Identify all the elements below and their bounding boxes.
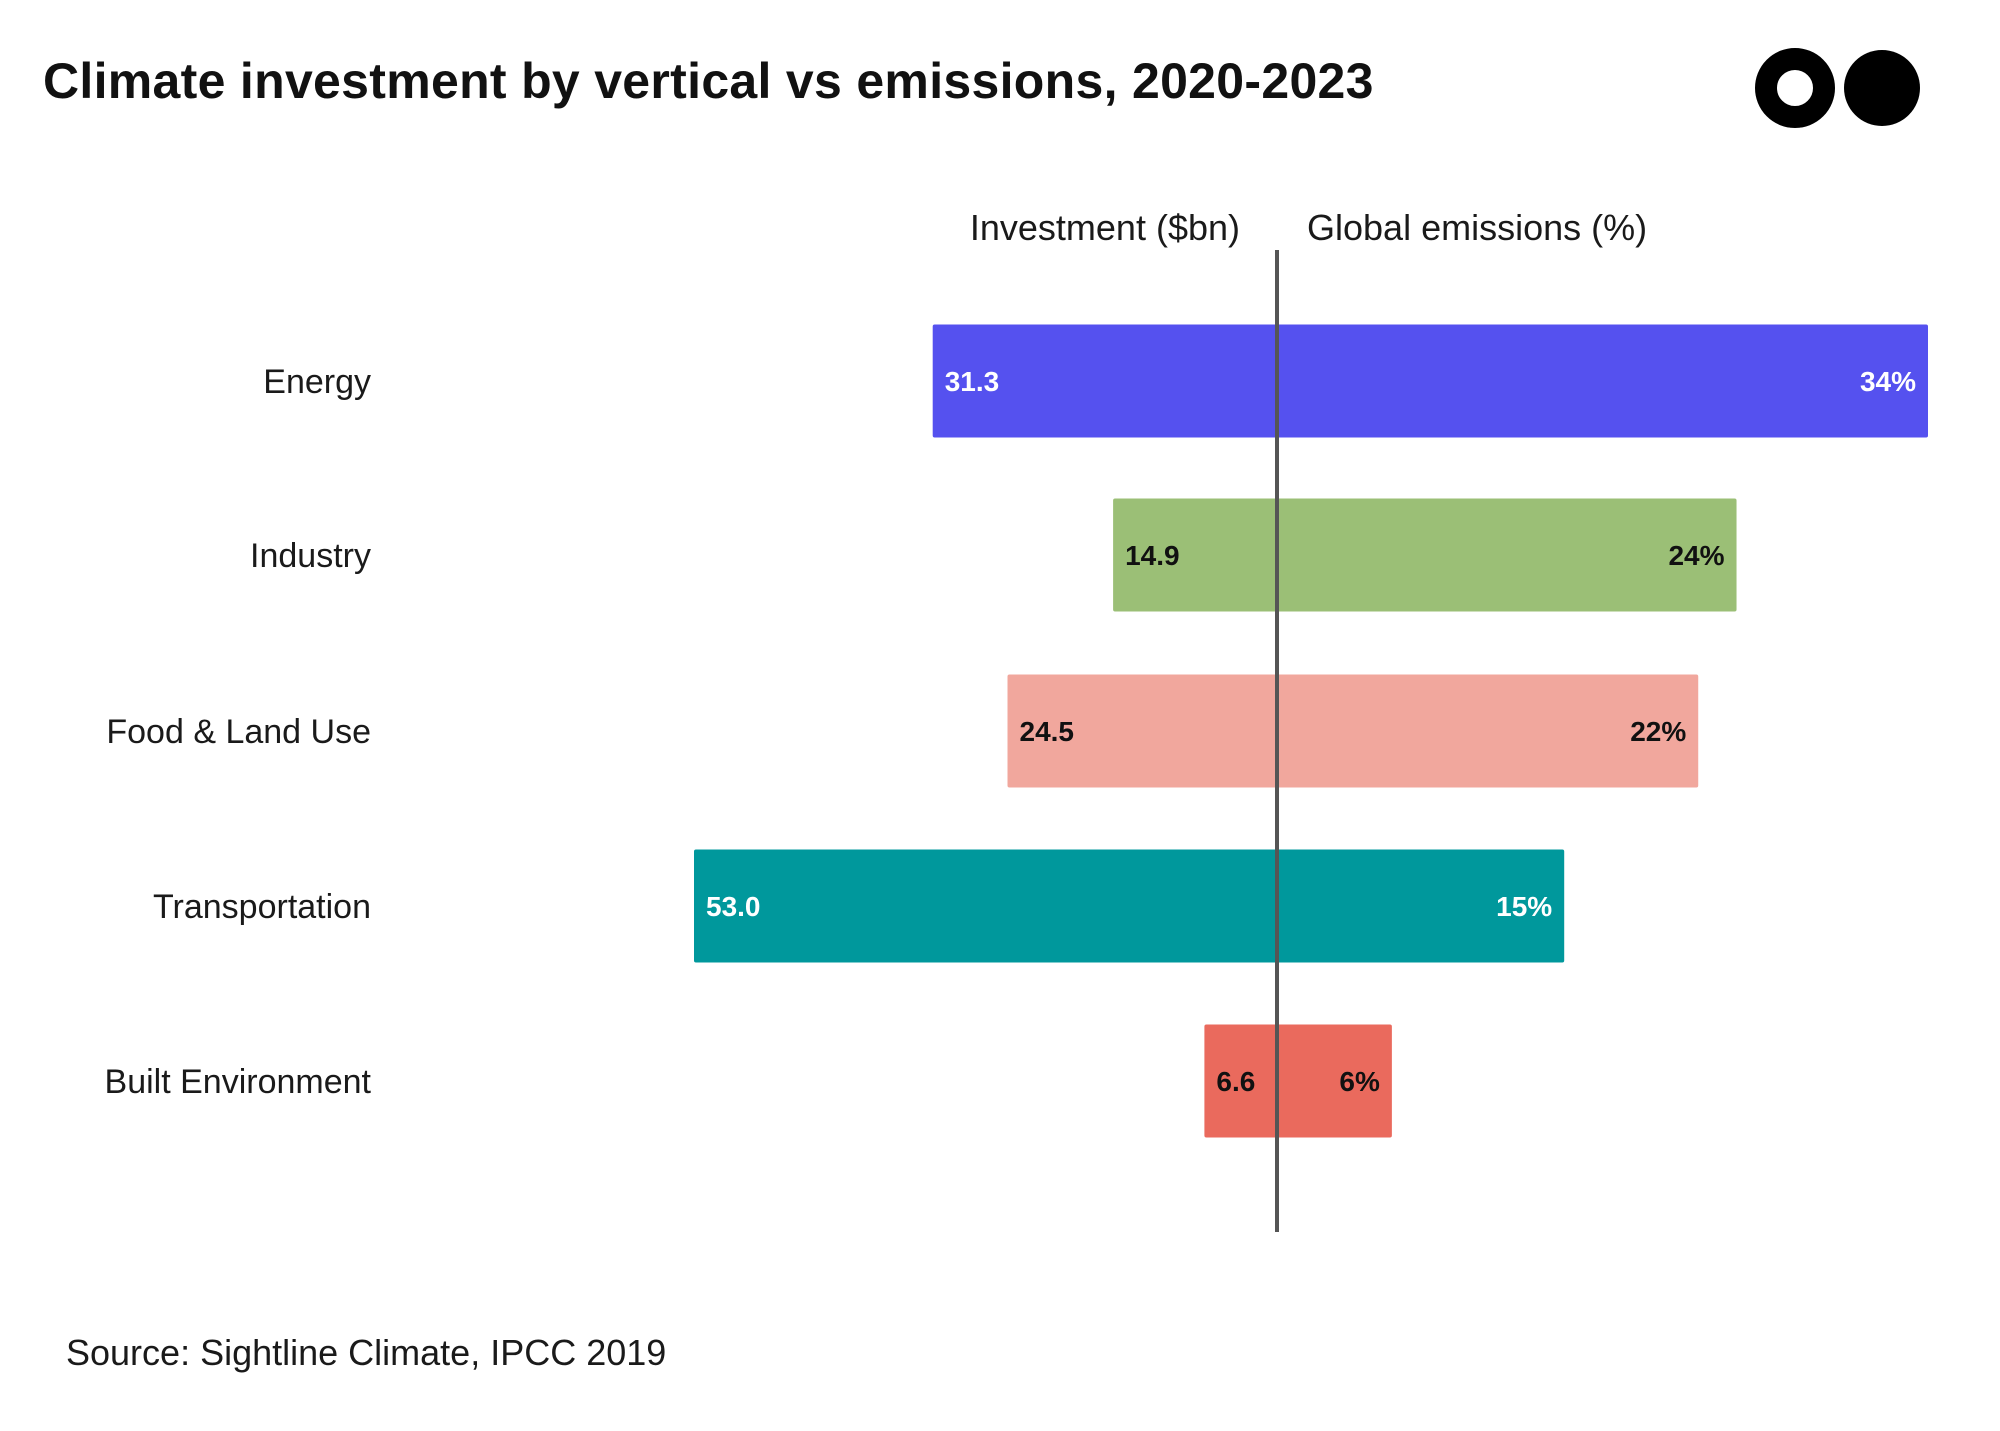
category-label: Food & Land Use bbox=[106, 713, 371, 751]
investment-bar bbox=[932, 324, 1277, 438]
left-axis-label: Investment ($bn) bbox=[970, 207, 1240, 248]
emissions-value-label: 6% bbox=[1339, 1066, 1380, 1097]
investment-value-label: 6.6 bbox=[1216, 1066, 1255, 1097]
emissions-value-label: 34% bbox=[1860, 366, 1916, 397]
investment-bar bbox=[1204, 1024, 1277, 1138]
butterfly-bar-chart: Investment ($bn) Global emissions (%) Ener… bbox=[105, 207, 1928, 1232]
investment-value-label: 53.0 bbox=[706, 891, 761, 922]
investment-bar bbox=[694, 849, 1277, 963]
source-note: Source: Sightline Climate, IPCC 2019 bbox=[66, 1332, 667, 1373]
category-label: Built Environment bbox=[105, 1063, 372, 1101]
two-circles-logo-icon bbox=[1755, 48, 1920, 128]
category-label: Industry bbox=[250, 537, 371, 575]
emissions-value-label: 15% bbox=[1496, 891, 1552, 922]
emissions-value-label: 22% bbox=[1630, 716, 1686, 747]
chart-title: Climate investment by vertical vs emissi… bbox=[43, 53, 1374, 109]
category-label: Energy bbox=[263, 363, 371, 401]
emissions-bar bbox=[1277, 498, 1737, 612]
emissions-bar bbox=[1277, 674, 1699, 788]
investment-bar bbox=[1113, 498, 1277, 612]
category-label: Transportation bbox=[153, 888, 371, 926]
emissions-bar bbox=[1277, 324, 1928, 438]
emissions-bar bbox=[1277, 849, 1565, 963]
investment-value-label: 14.9 bbox=[1125, 540, 1180, 571]
investment-value-label: 31.3 bbox=[945, 366, 1000, 397]
investment-bar bbox=[1007, 674, 1277, 788]
investment-value-label: 24.5 bbox=[1020, 716, 1075, 747]
emissions-bar bbox=[1277, 1024, 1392, 1138]
right-axis-label: Global emissions (%) bbox=[1307, 207, 1647, 248]
emissions-value-label: 24% bbox=[1668, 540, 1724, 571]
